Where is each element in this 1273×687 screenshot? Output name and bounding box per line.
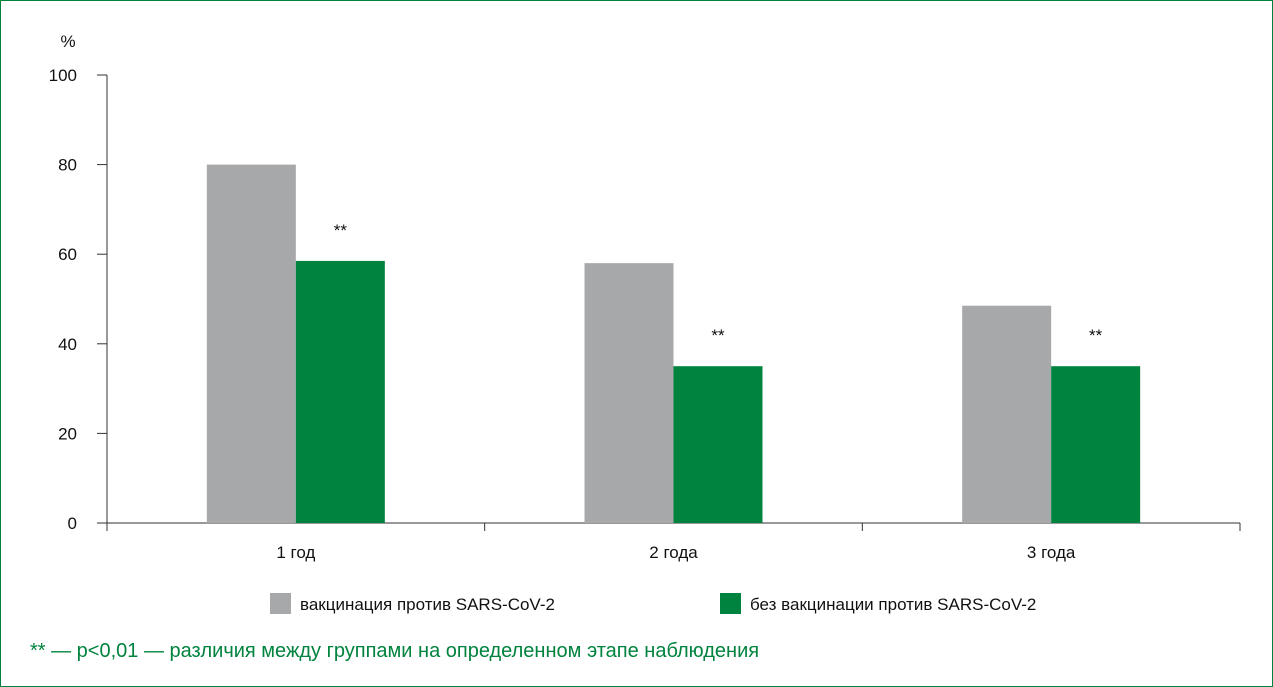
y-tick-label: 60 — [58, 245, 77, 264]
significance-annotations: ** ** ** — [334, 221, 1103, 345]
legend-swatch — [720, 593, 741, 614]
y-tick-label: 40 — [58, 335, 77, 354]
significance-marker: ** — [334, 221, 348, 240]
legend-label: без вакцинации против SARS-CoV-2 — [750, 595, 1036, 614]
x-tick-label: 2 года — [649, 543, 698, 562]
y-tick-label: 100 — [49, 66, 77, 85]
significance-marker: ** — [711, 326, 725, 345]
footnote: ** — p<0,01 — различия между группами на… — [30, 640, 760, 662]
bar — [962, 305, 1052, 523]
y-axis-label: % — [60, 32, 75, 51]
bar — [206, 164, 296, 523]
legend-swatch — [270, 593, 291, 614]
y-tick-label: 0 — [68, 514, 77, 533]
bar — [1051, 366, 1141, 523]
bar — [673, 366, 763, 523]
bar — [295, 260, 385, 523]
significance-marker: ** — [1089, 326, 1103, 345]
x-tick-label: 1 год — [276, 543, 315, 562]
y-tick-label: 20 — [58, 424, 77, 443]
y-tick-label: 80 — [58, 156, 77, 175]
bar — [584, 263, 674, 523]
bars — [206, 164, 1141, 523]
y-axis: 0 20 40 60 80 100% — [49, 32, 108, 533]
x-axis: 1 год 2 года 3 года — [106, 522, 1241, 562]
legend: вакцинация против SARS-CoV-2 без вакцинац… — [270, 593, 1036, 614]
x-tick-label: 3 года — [1027, 543, 1076, 562]
legend-label: вакцинация против SARS-CoV-2 — [300, 595, 555, 614]
